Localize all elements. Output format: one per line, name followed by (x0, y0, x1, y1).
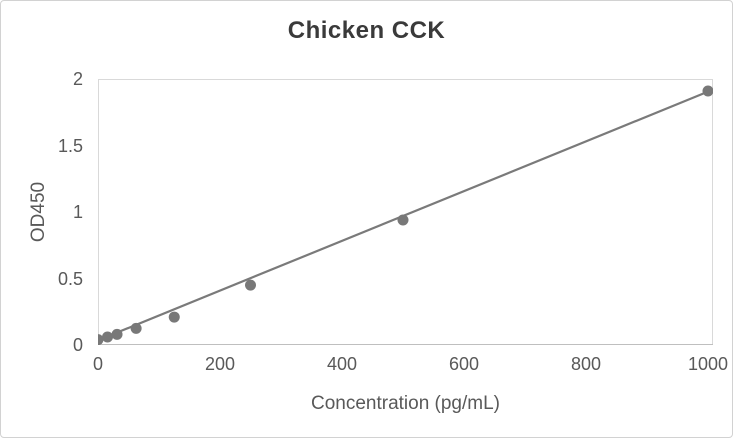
x-tick-label: 600 (448, 354, 480, 374)
data-point (245, 279, 256, 291)
y-tick-label: 2 (72, 69, 83, 89)
x-tick-label: 800 (570, 354, 602, 374)
y-tick-label: 0 (72, 335, 83, 355)
y-tick-label: 1 (72, 202, 83, 222)
chart-title: Chicken CCK (287, 17, 446, 44)
x-tick-label: 0 (92, 354, 103, 374)
x-tick-label: 200 (204, 354, 236, 374)
x-axis-title: Concentration (pg/mL) (310, 393, 501, 414)
data-point (397, 214, 409, 226)
data-point (102, 331, 114, 343)
plot-frame (98, 79, 713, 345)
x-tick-label: 400 (326, 354, 358, 374)
y-tick-label: 1.5 (57, 135, 83, 156)
plot-area (98, 79, 713, 345)
x-tick-label: 1000 (687, 354, 729, 374)
y-tick-label: 0.5 (57, 268, 83, 289)
data-point (111, 328, 123, 340)
data-point (168, 311, 180, 323)
data-point (702, 85, 713, 97)
data-point (130, 322, 142, 334)
